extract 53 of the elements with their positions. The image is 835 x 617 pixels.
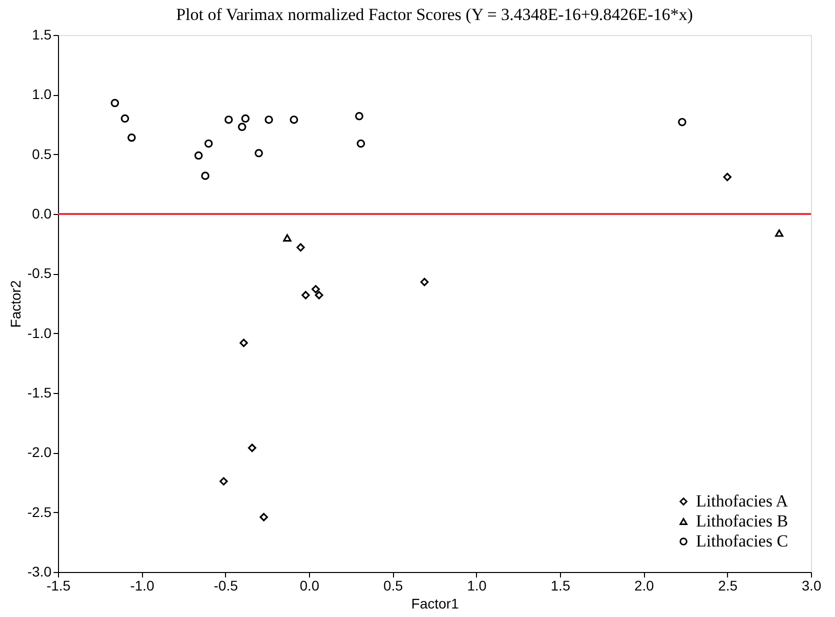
point [194, 151, 203, 160]
point [120, 114, 130, 123]
point [127, 133, 136, 142]
x-tick-label: 1.0 [467, 578, 487, 594]
point [356, 139, 366, 148]
point [248, 444, 256, 452]
y-tick-label: -3.0 [27, 564, 52, 580]
point [775, 229, 784, 237]
point [254, 148, 263, 158]
point [240, 338, 248, 348]
x-tick-label: 0.5 [383, 578, 404, 594]
point [312, 285, 320, 294]
point [302, 290, 310, 300]
point [260, 512, 268, 522]
point [241, 114, 250, 123]
y-tick-label: 0.0 [32, 206, 52, 222]
chart-title: Plot of Varimax normalized Factor Scores (Y = 3.4348E-16+9.8426E-16*x) [176, 5, 693, 24]
point [283, 234, 292, 242]
point [678, 118, 686, 126]
y-tick-label: 1.0 [32, 86, 52, 102]
x-tick-label: 0.0 [300, 578, 320, 594]
y-tick-label: -2.5 [27, 504, 52, 520]
y-axis-title: Factor2 [7, 280, 24, 328]
legend-label: Lithofacies C [696, 532, 788, 550]
x-tick-label: 2.5 [718, 578, 738, 594]
y-tick-label: -1.0 [27, 324, 52, 341]
point [204, 139, 213, 148]
y-tick-label: -2.0 [27, 444, 52, 460]
point [264, 116, 273, 124]
point [220, 477, 228, 486]
legend-label: Lithofacies A [696, 492, 789, 510]
y-tick-label: -0.5 [27, 265, 52, 282]
x-tick-label: -0.5 [214, 578, 238, 594]
point [355, 112, 364, 120]
y-tick-label: -1.5 [27, 384, 52, 400]
x-axis-title: Factor1 [411, 596, 459, 612]
x-tick-label: 3.0 [802, 578, 822, 594]
point [201, 172, 210, 180]
x-tick-label: -1.0 [130, 578, 154, 594]
x-tick-label: -1.5 [46, 578, 71, 594]
y-tick-label: 1.5 [32, 26, 52, 42]
point [314, 290, 324, 300]
point [296, 243, 305, 252]
y-tick-label: 0.5 [32, 146, 52, 162]
x-tick-label: 2.0 [634, 578, 654, 594]
legend-label: Lithofacies B [696, 512, 788, 530]
point [238, 122, 246, 132]
x-tick-label: 1.5 [550, 578, 570, 594]
point [420, 278, 429, 286]
point [224, 116, 233, 124]
point [723, 172, 732, 182]
point [110, 98, 120, 108]
point [290, 116, 298, 124]
